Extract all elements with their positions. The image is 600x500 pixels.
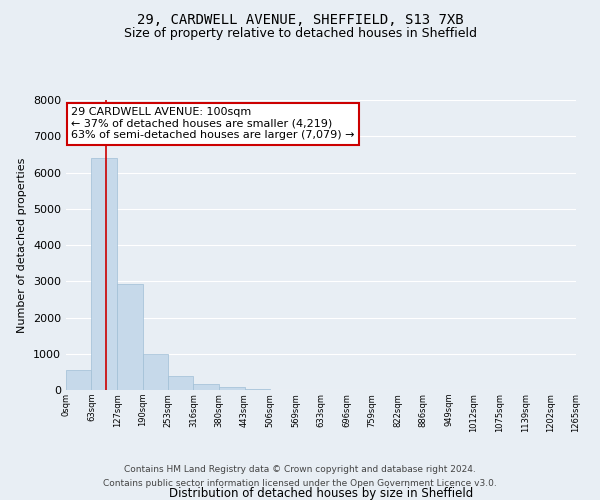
Text: 29, CARDWELL AVENUE, SHEFFIELD, S13 7XB: 29, CARDWELL AVENUE, SHEFFIELD, S13 7XB — [137, 12, 463, 26]
Bar — [143, 354, 168, 390]
Y-axis label: Number of detached properties: Number of detached properties — [17, 158, 28, 332]
Text: Contains HM Land Registry data © Crown copyright and database right 2024.
Contai: Contains HM Land Registry data © Crown c… — [103, 466, 497, 487]
Bar — [117, 284, 143, 390]
Text: Size of property relative to detached houses in Sheffield: Size of property relative to detached ho… — [124, 28, 476, 40]
Bar — [91, 158, 117, 390]
Bar — [219, 387, 245, 390]
Bar — [245, 388, 270, 390]
Bar — [193, 384, 219, 390]
Bar — [66, 370, 91, 390]
Bar — [168, 376, 193, 390]
Text: 29 CARDWELL AVENUE: 100sqm
← 37% of detached houses are smaller (4,219)
63% of s: 29 CARDWELL AVENUE: 100sqm ← 37% of deta… — [71, 108, 355, 140]
X-axis label: Distribution of detached houses by size in Sheffield: Distribution of detached houses by size … — [169, 488, 473, 500]
